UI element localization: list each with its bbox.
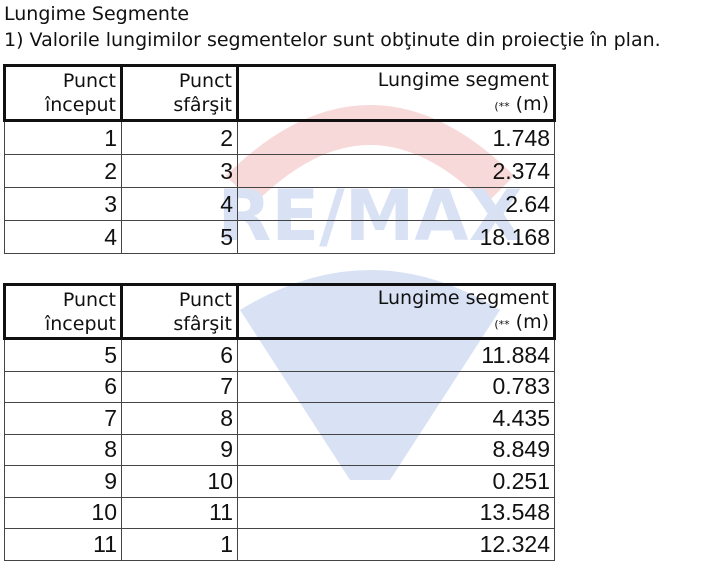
cell-segment-length: 2.374 bbox=[237, 154, 555, 188]
cell-segment-length: 8.849 bbox=[237, 433, 555, 466]
cell-segment-length: 18.168 bbox=[237, 220, 555, 254]
table-row: 7 8 4.435 bbox=[4, 402, 555, 435]
page-title: Lungime Segmente bbox=[4, 3, 190, 25]
page-subtitle: 1) Valorile lungimilor segmentelor sunt … bbox=[4, 29, 661, 51]
cell-start-point: 3 bbox=[4, 187, 122, 221]
cell-segment-length: 0.251 bbox=[237, 465, 555, 498]
cell-start-point: 7 bbox=[4, 402, 122, 435]
segment-table-1: Punct început Punct sfârşit Lungime segmen… bbox=[3, 64, 556, 254]
cell-start-point: 2 bbox=[4, 154, 122, 188]
table-row: 11 1 12.324 bbox=[4, 528, 555, 561]
cell-segment-length: 0.783 bbox=[237, 370, 555, 403]
cell-start-point: 6 bbox=[4, 370, 122, 403]
cell-end-point: 2 bbox=[121, 120, 238, 155]
cell-end-point: 6 bbox=[121, 338, 238, 372]
table-row: 8 9 8.849 bbox=[4, 433, 555, 466]
cell-segment-length: 4.435 bbox=[237, 402, 555, 435]
header-segment-length: Lungime segment (** (m) bbox=[236, 283, 556, 340]
table-row: 10 11 13.548 bbox=[4, 496, 555, 529]
cell-end-point: 1 bbox=[121, 528, 238, 561]
table-row: 4 5 18.168 bbox=[4, 220, 555, 254]
cell-segment-length: 11.884 bbox=[237, 338, 555, 372]
cell-segment-length: 12.324 bbox=[237, 528, 555, 561]
table-row: 2 3 2.374 bbox=[4, 154, 555, 188]
cell-start-point: 9 bbox=[4, 465, 122, 498]
table-row: 6 7 0.783 bbox=[4, 370, 555, 403]
table-row: 5 6 11.884 bbox=[4, 338, 555, 372]
cell-end-point: 7 bbox=[121, 370, 238, 403]
header-end-point: Punct sfârşit bbox=[120, 283, 239, 340]
cell-end-point: 4 bbox=[121, 187, 238, 221]
segment-table-2: Punct început Punct sfârşit Lungime segmen… bbox=[3, 283, 556, 561]
cell-end-point: 11 bbox=[121, 496, 238, 529]
header-segment-length: Lungime segment (** (m) bbox=[236, 64, 556, 122]
table-row: 9 10 0.251 bbox=[4, 465, 555, 498]
cell-start-point: 11 bbox=[4, 528, 122, 561]
header-start-point: Punct început bbox=[3, 64, 123, 122]
header-end-point: Punct sfârşit bbox=[120, 64, 239, 122]
cell-end-point: 9 bbox=[121, 433, 238, 466]
table-row: 3 4 2.64 bbox=[4, 187, 555, 221]
cell-segment-length: 1.748 bbox=[237, 120, 555, 155]
header-start-point: Punct început bbox=[3, 283, 123, 340]
cell-segment-length: 2.64 bbox=[237, 187, 555, 221]
cell-start-point: 8 bbox=[4, 433, 122, 466]
cell-start-point: 4 bbox=[4, 220, 122, 254]
cell-segment-length: 13.548 bbox=[237, 496, 555, 529]
cell-end-point: 8 bbox=[121, 402, 238, 435]
cell-end-point: 10 bbox=[121, 465, 238, 498]
cell-start-point: 5 bbox=[4, 338, 122, 372]
cell-end-point: 3 bbox=[121, 154, 238, 188]
cell-start-point: 1 bbox=[4, 120, 122, 155]
cell-start-point: 10 bbox=[4, 496, 122, 529]
cell-end-point: 5 bbox=[121, 220, 238, 254]
table-row: 1 2 1.748 bbox=[4, 120, 555, 155]
